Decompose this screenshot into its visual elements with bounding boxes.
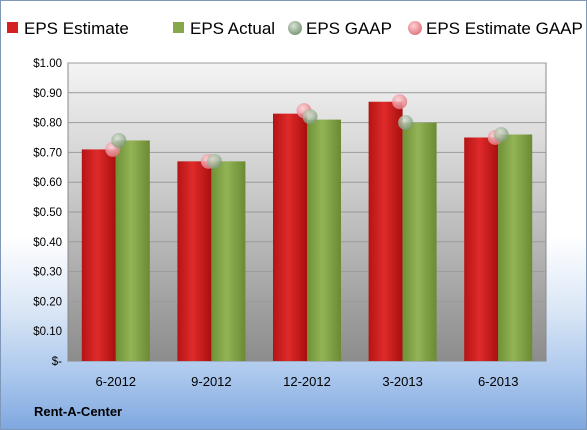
bar-eps-estimate bbox=[81, 149, 116, 361]
legend-swatch bbox=[7, 22, 18, 33]
x-tick-label: 9-2012 bbox=[191, 374, 231, 389]
bar-eps-estimate bbox=[273, 113, 307, 361]
y-tick-label: $0.70 bbox=[33, 147, 62, 159]
x-tick-label: 3-2013 bbox=[382, 374, 422, 389]
bar-eps-actual bbox=[498, 134, 533, 361]
company-label: Rent-A-Center bbox=[34, 404, 123, 419]
legend-label: EPS Actual bbox=[190, 19, 275, 38]
marker-eps-gaap bbox=[398, 115, 414, 131]
x-tick-label: 12-2012 bbox=[283, 374, 331, 389]
y-tick-label: $0.50 bbox=[33, 207, 62, 219]
legend: EPS Estimate EPS Actual EPS GAAP EPS Estima… bbox=[7, 19, 583, 38]
bar-eps-estimate bbox=[464, 137, 499, 361]
y-tick-label: $0.30 bbox=[33, 267, 62, 279]
y-tick-label: $- bbox=[52, 356, 62, 368]
marker-eps-gaap bbox=[111, 132, 127, 148]
legend-swatch bbox=[288, 21, 302, 35]
legend-label: EPS GAAP bbox=[306, 19, 392, 38]
legend-label: EPS Estimate bbox=[24, 19, 129, 38]
marker-eps-gaap bbox=[206, 153, 222, 169]
plot-area: $- $0.10 $0.20 $0.30 $0.40 $0.50 $0.60 $0.70 $0.… bbox=[33, 58, 547, 389]
bar-eps-estimate bbox=[368, 101, 403, 362]
y-tick-label: $0.90 bbox=[33, 88, 62, 100]
y-tick-label: $0.20 bbox=[33, 296, 62, 308]
x-tick-label: 6-2013 bbox=[478, 374, 518, 389]
legend-label: EPS Estimate GAAP bbox=[426, 19, 583, 38]
marker-eps-estimate-gaap bbox=[392, 94, 408, 110]
legend-swatch bbox=[173, 22, 184, 33]
marker-eps-gaap bbox=[302, 109, 318, 125]
bar-eps-actual bbox=[307, 119, 341, 362]
bar-eps-actual bbox=[211, 161, 246, 361]
marker-eps-gaap bbox=[493, 127, 509, 143]
x-tick-label: 6-2012 bbox=[96, 374, 136, 389]
legend-swatch bbox=[408, 21, 422, 35]
y-tick-label: $1.00 bbox=[33, 58, 62, 70]
y-tick-label: $0.80 bbox=[33, 118, 62, 130]
y-tick-label: $0.40 bbox=[33, 237, 62, 249]
bar-eps-actual bbox=[115, 140, 150, 361]
y-tick-label: $0.10 bbox=[33, 326, 62, 338]
bar-eps-actual bbox=[402, 122, 437, 361]
y-tick-label: $0.60 bbox=[33, 177, 62, 189]
bar-eps-estimate bbox=[177, 161, 212, 361]
